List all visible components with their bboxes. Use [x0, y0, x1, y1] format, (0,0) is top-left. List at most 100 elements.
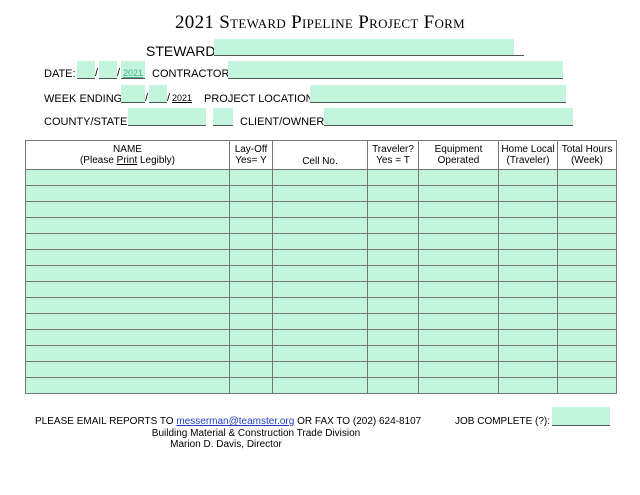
table-cell-input[interactable] [557, 233, 617, 250]
table-cell-input[interactable] [229, 201, 273, 218]
table-cell-input[interactable] [272, 265, 368, 282]
project-location-input[interactable] [310, 85, 566, 103]
table-cell-input[interactable] [272, 345, 368, 362]
date-month-input[interactable] [77, 61, 95, 79]
table-cell-input[interactable] [557, 249, 617, 266]
week-month-input[interactable] [121, 85, 145, 103]
table-cell-input[interactable] [498, 201, 558, 218]
table-cell-input[interactable] [272, 169, 368, 186]
table-cell-input[interactable] [498, 361, 558, 378]
table-cell-input[interactable] [367, 233, 419, 250]
table-cell-input[interactable] [418, 265, 499, 282]
table-cell-input[interactable] [25, 345, 230, 362]
table-cell-input[interactable] [557, 329, 617, 346]
email-link[interactable]: messerman@teamster.org [176, 416, 295, 427]
table-cell-input[interactable] [418, 281, 499, 298]
table-cell-input[interactable] [272, 201, 368, 218]
table-cell-input[interactable] [367, 217, 419, 234]
table-cell-input[interactable] [272, 377, 368, 394]
table-cell-input[interactable] [418, 377, 499, 394]
table-cell-input[interactable] [25, 313, 230, 330]
table-cell-input[interactable] [418, 233, 499, 250]
table-cell-input[interactable] [498, 329, 558, 346]
table-cell-input[interactable] [498, 297, 558, 314]
table-cell-input[interactable] [272, 297, 368, 314]
table-cell-input[interactable] [229, 249, 273, 266]
table-cell-input[interactable] [498, 281, 558, 298]
table-cell-input[interactable] [367, 377, 419, 394]
table-cell-input[interactable] [25, 201, 230, 218]
table-cell-input[interactable] [367, 185, 419, 202]
table-cell-input[interactable] [418, 201, 499, 218]
table-cell-input[interactable] [272, 217, 368, 234]
table-cell-input[interactable] [272, 185, 368, 202]
county-input[interactable] [128, 108, 206, 126]
table-cell-input[interactable] [25, 217, 230, 234]
table-cell-input[interactable] [557, 345, 617, 362]
table-cell-input[interactable] [498, 345, 558, 362]
table-cell-input[interactable] [557, 281, 617, 298]
table-cell-input[interactable] [25, 169, 230, 186]
client-owner-input[interactable] [324, 108, 573, 126]
table-cell-input[interactable] [229, 233, 273, 250]
table-cell-input[interactable] [229, 313, 273, 330]
table-cell-input[interactable] [272, 281, 368, 298]
table-cell-input[interactable] [229, 265, 273, 282]
table-cell-input[interactable] [229, 281, 273, 298]
table-cell-input[interactable] [557, 265, 617, 282]
table-cell-input[interactable] [229, 169, 273, 186]
table-cell-input[interactable] [25, 265, 230, 282]
table-cell-input[interactable] [25, 249, 230, 266]
date-day-input[interactable] [99, 61, 117, 79]
table-cell-input[interactable] [418, 169, 499, 186]
table-cell-input[interactable] [418, 249, 499, 266]
table-cell-input[interactable] [229, 377, 273, 394]
table-cell-input[interactable] [25, 361, 230, 378]
table-cell-input[interactable] [272, 313, 368, 330]
table-cell-input[interactable] [418, 345, 499, 362]
table-cell-input[interactable] [367, 201, 419, 218]
table-cell-input[interactable] [557, 201, 617, 218]
table-cell-input[interactable] [557, 185, 617, 202]
table-cell-input[interactable] [367, 169, 419, 186]
table-cell-input[interactable] [418, 361, 499, 378]
table-cell-input[interactable] [272, 249, 368, 266]
table-cell-input[interactable] [367, 249, 419, 266]
table-cell-input[interactable] [418, 185, 499, 202]
table-cell-input[interactable] [272, 329, 368, 346]
state-input[interactable] [213, 108, 233, 126]
table-cell-input[interactable] [229, 297, 273, 314]
table-cell-input[interactable] [498, 169, 558, 186]
table-cell-input[interactable] [367, 313, 419, 330]
table-cell-input[interactable] [557, 361, 617, 378]
table-cell-input[interactable] [25, 185, 230, 202]
contractor-input[interactable] [228, 61, 563, 79]
table-cell-input[interactable] [25, 233, 230, 250]
table-cell-input[interactable] [367, 329, 419, 346]
table-cell-input[interactable] [25, 377, 230, 394]
table-cell-input[interactable] [25, 297, 230, 314]
table-cell-input[interactable] [498, 265, 558, 282]
table-cell-input[interactable] [557, 217, 617, 234]
job-complete-input[interactable] [552, 407, 610, 426]
table-cell-input[interactable] [367, 345, 419, 362]
table-cell-input[interactable] [229, 361, 273, 378]
steward-input[interactable] [214, 39, 514, 56]
table-cell-input[interactable] [418, 313, 499, 330]
table-cell-input[interactable] [418, 217, 499, 234]
date-year-field[interactable] [121, 61, 145, 79]
table-cell-input[interactable] [367, 297, 419, 314]
table-cell-input[interactable] [229, 345, 273, 362]
table-cell-input[interactable] [498, 313, 558, 330]
table-cell-input[interactable] [25, 281, 230, 298]
table-cell-input[interactable] [498, 249, 558, 266]
table-cell-input[interactable] [418, 329, 499, 346]
table-cell-input[interactable] [367, 361, 419, 378]
table-cell-input[interactable] [272, 361, 368, 378]
table-cell-input[interactable] [557, 169, 617, 186]
table-cell-input[interactable] [229, 329, 273, 346]
table-cell-input[interactable] [557, 297, 617, 314]
table-cell-input[interactable] [557, 377, 617, 394]
table-cell-input[interactable] [367, 265, 419, 282]
table-cell-input[interactable] [418, 297, 499, 314]
